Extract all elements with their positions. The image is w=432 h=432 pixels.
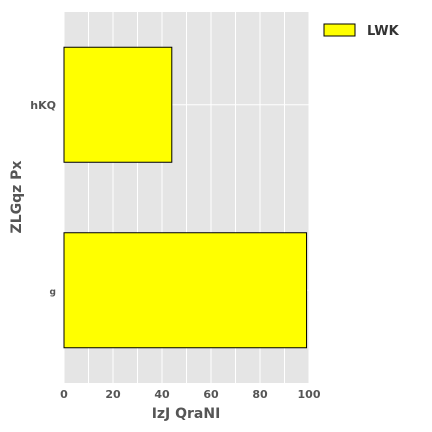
x-tick-labels: 0 20 40 60 80 100 — [60, 388, 321, 401]
bar-g — [63, 232, 308, 349]
x-tick-label: 60 — [203, 388, 219, 401]
legend-label: LWK — [367, 24, 400, 39]
y-category-label: hKQ — [30, 99, 56, 112]
x-axis-title: IzJ QraNI — [152, 406, 221, 422]
x-tick-label: 80 — [252, 388, 268, 401]
y-axis-title: ZLGqz Px — [9, 161, 25, 234]
legend: LWK — [323, 23, 400, 39]
legend-swatch — [323, 23, 356, 37]
bars — [63, 46, 308, 349]
y-category-labels: hKQ g — [30, 99, 56, 298]
x-tick-label: 0 — [60, 388, 68, 401]
bar-hKQ — [63, 46, 173, 163]
x-tick-label: 100 — [298, 388, 321, 401]
x-tick-label: 20 — [105, 388, 121, 401]
y-category-label: g — [50, 287, 56, 297]
x-tick-label: 40 — [154, 388, 170, 401]
